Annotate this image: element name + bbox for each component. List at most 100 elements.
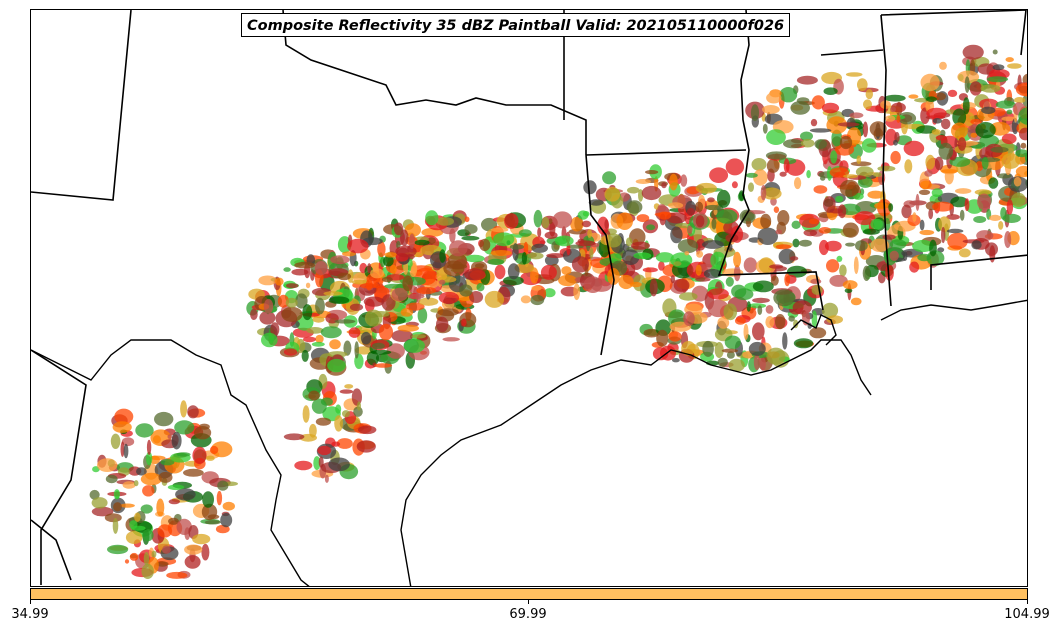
reflectivity-cell — [748, 341, 766, 356]
reflectivity-cell — [417, 307, 428, 324]
reflectivity-cell — [400, 307, 414, 317]
map-title: Composite Reflectivity 35 dBZ Paintball … — [241, 13, 791, 37]
reflectivity-cell — [531, 285, 542, 291]
reflectivity-cell — [283, 433, 305, 441]
reflectivity-cell — [670, 275, 675, 284]
reflectivity-cell — [543, 288, 556, 298]
reflectivity-cell — [810, 118, 818, 127]
reflectivity-cell — [915, 193, 920, 211]
reflectivity-cell — [281, 306, 303, 322]
reflectivity-cell — [403, 338, 425, 353]
reflectivity-cell — [168, 499, 180, 505]
reflectivity-cell — [389, 264, 397, 274]
reflectivity-cell — [354, 341, 360, 359]
reflectivity-cell — [950, 196, 969, 208]
reflectivity-cell — [334, 415, 343, 432]
reflectivity-cell — [989, 214, 1002, 221]
reflectivity-cell — [442, 337, 460, 342]
reflectivity-cell — [490, 250, 512, 256]
reflectivity-cell — [192, 446, 207, 464]
reflectivity-cell — [418, 297, 439, 306]
reflectivity-cell — [167, 434, 173, 440]
reflectivity-cell — [912, 212, 917, 223]
reflectivity-cell — [707, 288, 729, 300]
border-nm-mexico — [31, 519, 72, 581]
reflectivity-cell — [146, 439, 152, 455]
reflectivity-cell — [782, 332, 788, 350]
reflectivity-cell — [275, 277, 284, 286]
reflectivity-cell — [803, 229, 818, 237]
colorbar-label-mid: 69.99 — [509, 607, 547, 622]
reflectivity-cell — [633, 252, 652, 260]
reflectivity-cell — [882, 234, 896, 240]
reflectivity-cell — [112, 421, 132, 433]
reflectivity-cell — [174, 420, 195, 435]
reflectivity-cell — [184, 555, 201, 569]
reflectivity-cell — [680, 174, 688, 187]
rio-grande-coast — [31, 339, 310, 586]
reflectivity-cell — [1015, 165, 1027, 178]
reflectivity-cell — [303, 336, 316, 343]
border-co-nm-west — [31, 10, 132, 201]
reflectivity-cell — [932, 201, 954, 212]
map-panel — [30, 9, 1028, 587]
reflectivity-cell — [104, 513, 122, 523]
reflectivity-cell — [581, 220, 592, 228]
reflectivity-cell — [222, 501, 235, 511]
reflectivity-cell — [849, 112, 864, 119]
border-ok-north — [282, 10, 587, 155]
reflectivity-cell — [831, 129, 843, 147]
reflectivity-cell — [464, 224, 478, 234]
reflectivity-cell — [518, 229, 532, 237]
reflectivity-cell — [941, 226, 946, 244]
reflectivity-cell — [261, 332, 278, 348]
reflectivity-cell — [649, 278, 658, 297]
reflectivity-cell — [941, 169, 959, 174]
reflectivity-cell — [694, 201, 704, 213]
reflectivity-cell — [374, 363, 393, 368]
reflectivity-cell — [160, 459, 175, 466]
reflectivity-cell — [384, 252, 398, 258]
reflectivity-cell — [808, 218, 819, 225]
reflectivity-cell — [766, 92, 782, 104]
reflectivity-cell — [364, 309, 383, 327]
colorbar-label-max: 104.99 — [1004, 607, 1050, 622]
reflectivity-cell — [750, 104, 760, 122]
reflectivity-cell — [889, 239, 907, 250]
reflectivity-cell — [757, 227, 778, 245]
reflectivity-cell — [746, 301, 751, 312]
reflectivity-cell — [302, 405, 310, 423]
reflectivity-cell — [305, 282, 311, 289]
reflectivity-cell — [717, 357, 728, 367]
reflectivity-cell — [405, 302, 425, 311]
reflectivity-cell — [357, 401, 361, 411]
reflectivity-cell — [335, 404, 342, 414]
reflectivity-cell — [616, 212, 633, 230]
reflectivity-cell — [842, 280, 858, 290]
reflectivity-cell — [312, 316, 325, 323]
reflectivity-cell — [537, 227, 542, 238]
reflectivity-cell — [437, 308, 459, 317]
reflectivity-cell — [520, 295, 531, 304]
reflectivity-cell — [992, 64, 1005, 71]
reflectivity-cell — [328, 296, 350, 305]
reflectivity-cell — [583, 180, 597, 195]
reflectivity-cell — [1006, 199, 1014, 215]
reflectivity-cell — [481, 217, 498, 232]
reflectivity-cell — [845, 72, 863, 77]
reflectivity-cell — [205, 455, 215, 461]
reflectivity-cell — [629, 281, 642, 288]
reflectivity-cell — [884, 94, 906, 102]
reflectivity-cell — [661, 182, 667, 189]
reflectivity-cell — [194, 426, 212, 440]
reflectivity-cell — [1019, 127, 1027, 141]
reflectivity-cell — [779, 171, 787, 177]
reflectivity-cell — [962, 44, 984, 60]
reflectivity-cell — [885, 264, 894, 281]
reflectivity-cell — [328, 457, 350, 472]
reflectivity-cell — [410, 264, 417, 274]
reflectivity-cell — [734, 288, 754, 301]
reflectivity-cell — [409, 233, 415, 249]
reflectivity-cell — [778, 248, 796, 265]
reflectivity-cell — [925, 96, 937, 102]
